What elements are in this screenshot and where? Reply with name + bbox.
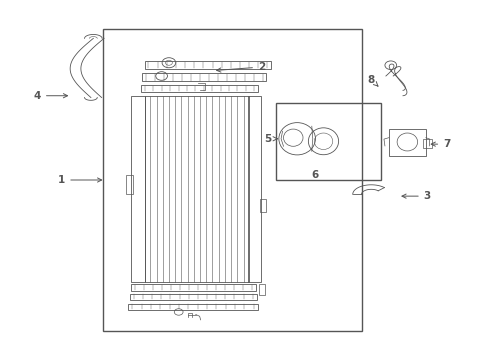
Text: 3: 3 bbox=[401, 191, 430, 201]
Bar bbox=[126, 175, 133, 194]
Bar bbox=[259, 284, 265, 296]
Bar bbox=[144, 96, 249, 282]
Bar bbox=[248, 96, 260, 282]
Text: 4: 4 bbox=[34, 91, 67, 101]
Bar bbox=[131, 96, 145, 282]
Bar bbox=[141, 85, 258, 92]
Text: 2: 2 bbox=[216, 62, 264, 72]
Bar bbox=[128, 304, 257, 310]
Bar bbox=[144, 61, 271, 69]
Bar bbox=[422, 139, 431, 148]
Text: 6: 6 bbox=[311, 170, 318, 180]
Text: 5: 5 bbox=[264, 134, 277, 144]
Bar bbox=[276, 103, 380, 180]
Bar bbox=[142, 73, 266, 81]
Text: 8: 8 bbox=[367, 75, 377, 86]
Text: 7: 7 bbox=[430, 139, 449, 149]
Bar bbox=[130, 294, 256, 300]
Bar bbox=[103, 30, 361, 330]
Text: 1: 1 bbox=[58, 175, 102, 185]
Bar bbox=[388, 129, 425, 156]
Bar bbox=[260, 199, 266, 212]
Bar bbox=[131, 284, 255, 291]
